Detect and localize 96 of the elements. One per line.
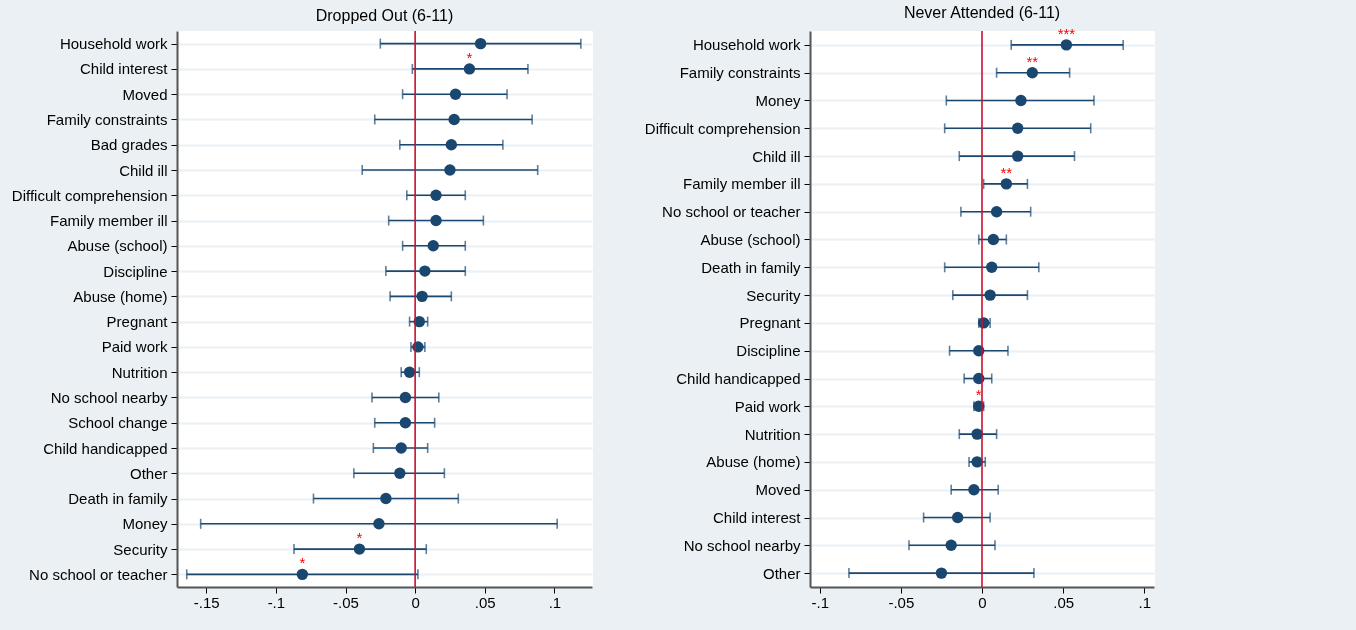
x-tick-label: -.1 — [267, 593, 286, 611]
y-tick-label: Death in family — [701, 258, 801, 276]
y-tick-label: Moved — [122, 85, 168, 103]
x-tick-label: .1 — [1138, 593, 1152, 611]
y-tick-label: Security — [746, 286, 801, 304]
y-tick-label: Family constraints — [46, 110, 168, 128]
y-tick-label: Household work — [692, 36, 801, 54]
y-tick-label: Other — [762, 564, 801, 582]
annotation: *** — [1057, 24, 1076, 42]
annotation: ** — [1000, 163, 1013, 181]
y-tick-label: Household work — [59, 35, 168, 53]
point — [1060, 39, 1073, 51]
point — [427, 240, 439, 252]
point — [394, 467, 406, 479]
y-tick-label: Family member ill — [49, 212, 168, 230]
point — [1015, 94, 1027, 107]
annotation: * — [299, 554, 306, 572]
point — [380, 492, 392, 505]
y-tick-label: Death in family — [68, 490, 168, 508]
point — [449, 88, 462, 100]
point — [987, 233, 1000, 246]
y-tick-label: Child interest — [712, 509, 802, 526]
point — [1026, 67, 1038, 79]
point — [430, 189, 442, 201]
y-tick-label: Paid work — [734, 397, 801, 415]
y-tick-label: Child handicapped — [43, 439, 168, 457]
y-tick-label: Other — [129, 464, 168, 482]
point — [430, 214, 442, 227]
point — [444, 164, 456, 176]
point — [403, 366, 416, 378]
y-tick-label: Child ill — [119, 161, 168, 179]
y-tick-label: Abuse (school) — [67, 237, 168, 255]
point — [419, 265, 431, 277]
y-tick-label: Nutrition — [111, 363, 168, 381]
point — [416, 290, 428, 303]
point — [296, 568, 309, 581]
y-tick-label: Bad grades — [90, 136, 168, 154]
point — [353, 543, 366, 555]
point — [395, 442, 407, 454]
point — [935, 567, 948, 579]
chart-title: Dropped Out (6-11) — [315, 7, 454, 25]
y-tick-label: Paid work — [101, 338, 168, 356]
y-tick-label: Child ill — [752, 147, 801, 165]
x-tick-label: -.05 — [333, 593, 359, 611]
point — [1000, 178, 1013, 190]
y-tick-label: No school nearby — [683, 536, 801, 554]
y-tick-label: No school or teacher — [29, 565, 168, 583]
x-tick-label: -.1 — [811, 593, 829, 611]
x-tick-label: .05 — [474, 593, 496, 611]
x-tick-label: .1 — [548, 593, 562, 611]
x-tick-label: 0 — [978, 593, 987, 611]
chart-title: Never Attended (6-11) — [903, 3, 1061, 21]
point — [1012, 122, 1024, 134]
y-tick-label: Nutrition — [744, 425, 801, 443]
point — [984, 289, 996, 301]
y-tick-label: Money — [755, 92, 801, 109]
x-tick-label: .05 — [1053, 593, 1075, 611]
y-tick-label: No school or teacher — [662, 203, 801, 221]
y-tick-label: Difficult comprehension — [11, 186, 168, 204]
point — [951, 511, 964, 524]
y-tick-label: School change — [68, 414, 168, 432]
point — [986, 261, 998, 273]
y-tick-label: Child handicapped — [676, 370, 801, 387]
annotation: ** — [1026, 52, 1039, 70]
y-tick-label: Money — [122, 515, 168, 533]
y-tick-label: Security — [113, 540, 168, 558]
y-tick-label: Family member ill — [682, 175, 801, 193]
annotation: * — [975, 386, 982, 404]
annotation: * — [466, 48, 473, 66]
point — [1012, 150, 1024, 162]
point — [399, 391, 412, 404]
x-tick-label: 0 — [411, 593, 420, 611]
point — [448, 113, 460, 126]
y-tick-label: No school nearby — [50, 388, 168, 406]
point — [399, 417, 412, 429]
y-tick-label: Discipline — [103, 262, 168, 280]
y-tick-label: Child interest — [79, 60, 169, 78]
y-tick-label: Moved — [755, 481, 801, 499]
point — [445, 139, 458, 151]
point — [373, 518, 385, 530]
y-tick-label: Abuse (school) — [700, 231, 801, 248]
y-tick-label: Pregnant — [106, 313, 169, 331]
point — [463, 63, 476, 75]
x-tick-label: -.15 — [193, 593, 220, 611]
x-tick-label: -.05 — [888, 593, 915, 611]
y-tick-label: Family constraints — [679, 64, 801, 82]
point — [474, 37, 487, 50]
annotation: * — [356, 529, 363, 547]
point — [968, 484, 980, 496]
y-tick-label: Difficult comprehension — [644, 119, 801, 137]
y-tick-label: Abuse (home) — [706, 453, 801, 471]
point — [990, 206, 1003, 218]
y-tick-label: Abuse (home) — [73, 287, 168, 305]
point — [945, 539, 957, 551]
y-tick-label: Discipline — [736, 342, 801, 360]
y-tick-label: Pregnant — [739, 314, 802, 332]
